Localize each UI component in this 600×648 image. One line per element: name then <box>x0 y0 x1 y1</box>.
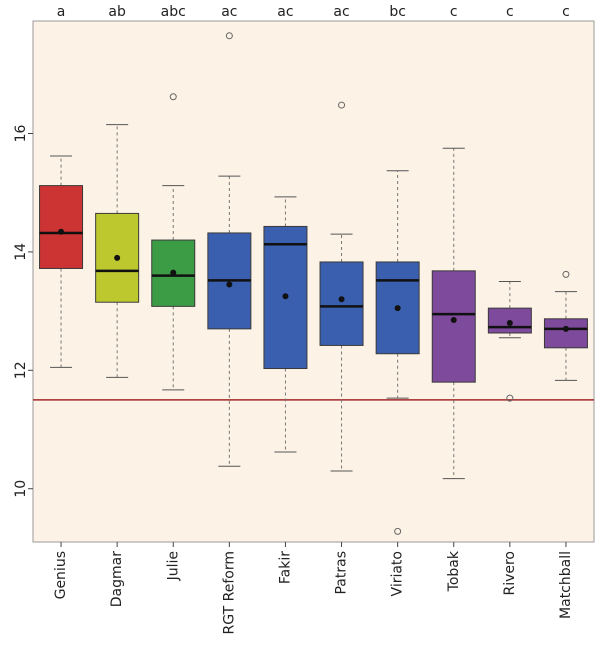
outlier-point <box>562 270 570 278</box>
group-letter: bc <box>389 4 406 20</box>
mean-point <box>338 296 345 303</box>
box <box>39 185 84 269</box>
group-letter: ac <box>221 4 237 20</box>
mean-point <box>506 319 513 326</box>
box <box>543 318 588 349</box>
group-letter: ab <box>108 4 126 20</box>
box <box>319 261 364 346</box>
outlier-point <box>225 32 233 40</box>
category-label: Matchball <box>558 551 574 619</box>
category-label: Julie <box>165 551 181 581</box>
outlier-point <box>169 93 177 101</box>
category-label: Fakir <box>277 551 293 584</box>
group-letter: ac <box>277 4 293 20</box>
outlier-point <box>506 394 514 402</box>
mean-point <box>170 269 177 276</box>
category-label: Rivero <box>502 551 518 596</box>
y-tick-label: 16 <box>13 124 29 142</box>
mean-point <box>562 325 569 332</box>
y-tick-label: 14 <box>13 243 29 261</box>
outlier-point <box>338 101 346 109</box>
group-letter: abc <box>161 4 186 20</box>
group-letter: c <box>450 4 458 20</box>
category-label: Dagmar <box>109 551 125 607</box>
group-letter: c <box>506 4 514 20</box>
box <box>431 270 476 383</box>
category-label: Genius <box>53 551 69 599</box>
outlier-point <box>394 527 402 535</box>
mean-point <box>58 228 65 235</box>
category-label: RGT Reform <box>221 551 237 634</box>
category-label: Tobak <box>446 550 462 592</box>
mean-point <box>114 254 121 261</box>
group-letter: a <box>57 4 66 20</box>
mean-point <box>226 281 233 288</box>
group-letter: ac <box>333 4 349 20</box>
category-label: Viriato <box>390 551 406 596</box>
y-tick-label: 10 <box>13 480 29 498</box>
mean-point <box>394 305 401 312</box>
category-label: Patras <box>334 551 350 595</box>
group-letter: c <box>562 4 570 20</box>
mean-point <box>450 316 457 323</box>
y-tick-label: 12 <box>13 361 29 379</box>
mean-point <box>282 293 289 300</box>
